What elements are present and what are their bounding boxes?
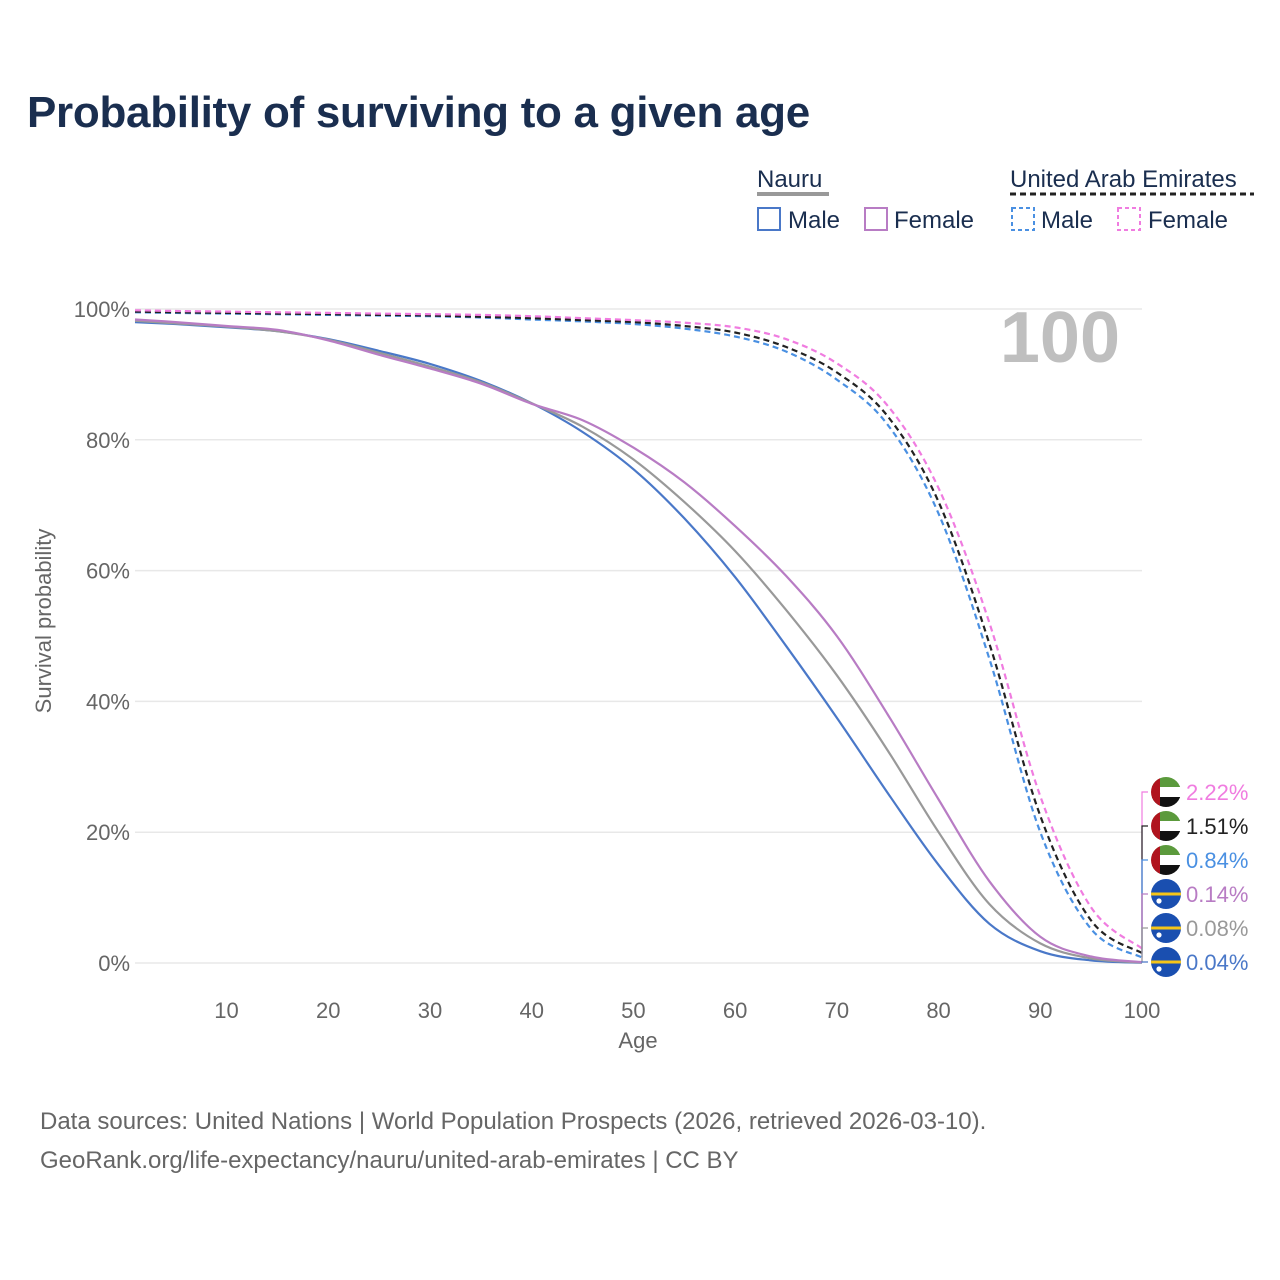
x-tick-label: 100	[1124, 998, 1161, 1023]
end-label-group: 0.04%	[1141, 947, 1248, 977]
end-label-group: 0.08%	[1141, 913, 1248, 963]
end-label-value: 0.84%	[1186, 848, 1248, 873]
x-tick-label: 70	[825, 998, 849, 1023]
end-label-value: 0.08%	[1186, 916, 1248, 941]
x-axis-label: Age	[618, 1028, 657, 1053]
leader-line	[1141, 927, 1148, 963]
legend-label-nauru-male[interactable]: Male	[788, 207, 840, 234]
legend-group-title: United Arab Emirates	[1010, 166, 1237, 193]
legend-group-title: Nauru	[757, 166, 822, 193]
uae-flag-icon	[1151, 777, 1181, 807]
legend-swatch-uae-male[interactable]	[1011, 207, 1035, 231]
nauru-flag-icon	[1151, 913, 1181, 943]
leader-line	[1141, 859, 1148, 958]
legend-group-nauru[interactable]: Nauru Male Female	[757, 166, 974, 234]
uae-flag-icon	[1151, 811, 1181, 841]
end-label-value: 0.14%	[1186, 882, 1248, 907]
end-label-value: 1.51%	[1186, 814, 1248, 839]
x-tick-label: 20	[316, 998, 340, 1023]
y-tick-label: 20%	[86, 820, 130, 845]
legend-label-uae-female[interactable]: Female	[1148, 207, 1228, 234]
series-line-united-arab-emirates-male[interactable]	[134, 311, 1143, 959]
legend-swatch-nauru-female[interactable]	[864, 207, 888, 231]
y-tick-label: 60%	[86, 559, 130, 584]
end-label-value: 2.22%	[1186, 780, 1248, 805]
series-line-united-arab-emirates-total[interactable]	[134, 310, 1143, 955]
legend-label-uae-male[interactable]: Male	[1041, 207, 1093, 234]
source-line: Data sources: United Nations | World Pop…	[40, 1108, 987, 1135]
x-tick-label: 80	[926, 998, 950, 1023]
series-line-nauru-male[interactable]	[134, 321, 1143, 964]
x-tick-label: 90	[1028, 998, 1052, 1023]
uae-flag-icon	[1151, 845, 1181, 875]
legend: Nauru Male Female United Arab Emirates M…	[757, 166, 1254, 234]
x-tick-label: 40	[519, 998, 543, 1023]
x-tick-label: 10	[214, 998, 238, 1023]
x-axis-ticks: 10 20 30 40 50 60 70 80 90 100	[214, 998, 1160, 1023]
leader-line	[1141, 791, 1148, 949]
series-line-nauru-total[interactable]	[134, 319, 1143, 964]
leader-line	[1141, 825, 1148, 954]
y-tick-label: 0%	[98, 951, 130, 976]
legend-swatch-nauru-male[interactable]	[757, 207, 781, 231]
y-tick-label: 100%	[74, 297, 130, 322]
end-label-group: 0.14%	[1141, 879, 1248, 963]
leader-line	[1141, 961, 1148, 963]
nauru-flag-icon	[1151, 879, 1181, 909]
nauru-flag-icon	[1151, 947, 1181, 977]
chart-title: Probability of surviving to a given age	[27, 88, 810, 137]
legend-label-nauru-female[interactable]: Female	[894, 207, 974, 234]
y-axis-ticks: 0% 20% 40% 60% 80% 100%	[74, 297, 130, 976]
year-watermark: 100	[1000, 298, 1120, 378]
legend-swatch-uae-female[interactable]	[1117, 207, 1141, 231]
source-link[interactable]: GeoRank.org/life-expectancy/nauru/united…	[40, 1147, 739, 1174]
grid	[135, 308, 1142, 964]
x-tick-label: 30	[418, 998, 442, 1023]
y-axis-label: Survival probability	[31, 529, 56, 714]
end-labels: 2.22% 1.51% 0.84% 0.14% 0.08% 0.04%	[1141, 777, 1248, 977]
x-tick-label: 50	[621, 998, 645, 1023]
series-lines	[134, 309, 1143, 964]
survival-chart: Nauru Male Female United Arab Emirates M…	[31, 166, 1254, 1053]
x-tick-label: 60	[723, 998, 747, 1023]
y-tick-label: 40%	[86, 689, 130, 714]
legend-group-uae[interactable]: United Arab Emirates Male Female	[1010, 166, 1254, 234]
series-line-nauru-female[interactable]	[134, 318, 1143, 964]
end-label-value: 0.04%	[1186, 950, 1248, 975]
series-line-united-arab-emirates-female[interactable]	[134, 309, 1143, 950]
y-tick-label: 80%	[86, 428, 130, 453]
